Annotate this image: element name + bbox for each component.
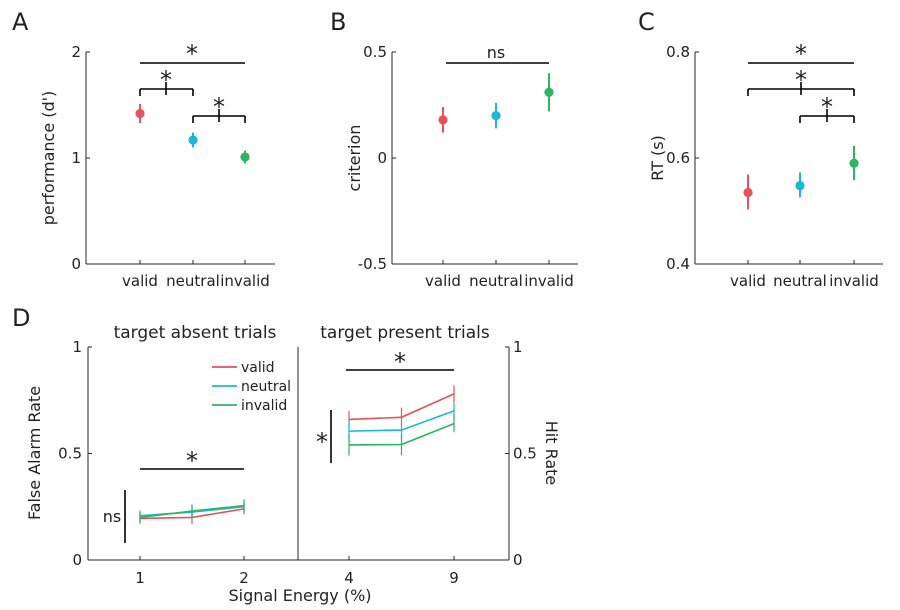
x-tick-label-d-right: 4 <box>344 569 354 587</box>
y-tick-label-d-left: 0.5 <box>58 445 82 463</box>
data-point-C-neutral <box>795 180 805 191</box>
significance-label-d-left-ns: ns <box>103 507 121 526</box>
y-tick-label-A: 2 <box>71 43 81 61</box>
x-tick-label-A-neutral: neutral <box>166 272 220 290</box>
significance-label-C: * <box>821 93 833 121</box>
x-tick-label-C-neutral: neutral <box>773 272 827 290</box>
x-axis-label-d: Signal Energy (%) <box>228 586 371 605</box>
data-point-A-neutral <box>188 135 198 145</box>
y-tick-label-B: -0.5 <box>358 255 387 273</box>
x-tick-label-C-invalid: invalid <box>829 272 879 290</box>
panel-letter-a: A <box>12 8 29 36</box>
panel-letter-c: C <box>638 8 655 36</box>
legend-label-invalid: invalid <box>241 398 287 414</box>
significance-label-A: * <box>160 66 172 94</box>
y-tick-label-d-right: 1 <box>513 338 523 356</box>
significance-label-d-right-vert: * <box>316 428 328 456</box>
y-tick-label-d-left: 1 <box>72 338 82 356</box>
data-point-B-invalid <box>544 87 554 97</box>
y-axis-label-C: RT (s) <box>648 135 667 181</box>
y-tick-label-B: 0 <box>377 149 387 167</box>
legend-label-valid: valid <box>241 360 275 376</box>
x-tick-label-d-left: 2 <box>239 569 249 587</box>
y-axis-label-A: performance (d') <box>39 91 58 226</box>
panel-letter-d: D <box>12 304 30 332</box>
data-point-C-valid <box>743 187 753 198</box>
legend-label-neutral: neutral <box>241 379 291 395</box>
x-tick-label-d-right: 9 <box>449 569 459 587</box>
significance-label-d-left: * <box>186 447 198 475</box>
y-tick-label-B: 0.5 <box>363 43 387 61</box>
subplot-title-target-absent: target absent trials <box>114 323 277 343</box>
significance-label-A: * <box>186 40 198 68</box>
x-tick-label-B-neutral: neutral <box>469 272 523 290</box>
y-tick-label-d-left: 0 <box>72 551 82 569</box>
y-tick-label-A: 1 <box>71 149 81 167</box>
x-tick-label-d-left: 1 <box>135 569 145 587</box>
significance-label-C: * <box>795 66 807 94</box>
x-tick-label-B-valid: valid <box>425 272 461 290</box>
data-point-A-invalid <box>240 152 250 162</box>
data-point-B-neutral <box>491 111 501 121</box>
x-tick-label-A-invalid: invalid <box>220 272 270 290</box>
x-tick-label-A-valid: valid <box>122 272 158 290</box>
x-tick-label-B-invalid: invalid <box>524 272 574 290</box>
y-axis-label-d-right: Hit Rate <box>542 421 561 486</box>
significance-label-B: ns <box>487 43 505 62</box>
data-point-B-valid <box>438 115 448 125</box>
y-tick-label-d-right: 0.5 <box>513 445 537 463</box>
subplot-title-target-present: target present trials <box>320 323 490 343</box>
y-tick-label-A: 0 <box>71 255 81 273</box>
y-tick-label-d-right: 0 <box>513 551 523 569</box>
y-axis-label-d-left: False Alarm Rate <box>25 386 44 520</box>
panel-letter-b: B <box>330 8 346 36</box>
significance-label-C: * <box>795 40 807 68</box>
y-tick-label-C: 0.4 <box>666 255 690 273</box>
significance-label-A: * <box>213 93 225 121</box>
data-point-A-valid <box>135 108 145 119</box>
y-tick-label-C: 0.8 <box>666 43 690 61</box>
x-tick-label-C-valid: valid <box>730 272 766 290</box>
data-point-C-invalid <box>849 158 859 168</box>
significance-label-d-right: * <box>394 348 406 376</box>
y-axis-label-B: criterion <box>345 125 364 192</box>
y-tick-label-C: 0.6 <box>666 149 690 167</box>
